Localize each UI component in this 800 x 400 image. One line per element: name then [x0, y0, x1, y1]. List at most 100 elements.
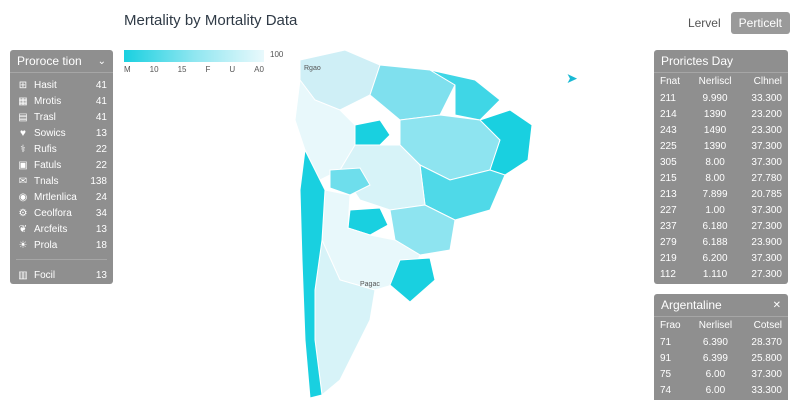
table-row[interactable]: 219 6.200 37.300 — [654, 250, 788, 266]
list-item[interactable]: ▥ Focil 13 — [16, 259, 107, 284]
legend-tick: A0 — [254, 65, 264, 74]
legend-tick: 15 — [177, 65, 187, 74]
list-item-label: Sowics — [34, 127, 66, 139]
level-link[interactable]: Lervel — [687, 16, 721, 30]
map-region-chile[interactable] — [299, 148, 326, 399]
table-cell: 243 — [660, 124, 677, 136]
list-item-value: 41 — [95, 95, 107, 107]
table-row[interactable]: 225 1390 37.300 — [654, 138, 788, 154]
list-item-value: 22 — [95, 143, 107, 155]
map-region-central[interactable] — [339, 144, 426, 211]
right-panel-1-header[interactable]: Prorictes Day — [654, 50, 788, 73]
table-row[interactable]: 91 6.399 25.800 — [654, 350, 788, 366]
table-row[interactable]: 237 6.180 27.300 — [654, 218, 788, 234]
column-header[interactable]: Nerliscl — [698, 76, 732, 87]
map-label-top: Rgao — [304, 65, 321, 72]
table-row[interactable]: 243 1490 23.300 — [654, 122, 788, 138]
right-panel-1-title: Prorictes Day — [661, 54, 734, 68]
list-item[interactable]: ⚕ Rufis 22 — [16, 141, 107, 157]
map-region-uruguay[interactable] — [389, 257, 436, 303]
list-item-value: 13 — [95, 223, 107, 235]
column-header[interactable]: Fnat — [660, 76, 681, 87]
column-header[interactable]: Cotsel — [753, 320, 782, 331]
list-item-value: 24 — [95, 191, 107, 203]
table-row[interactable]: 75 6.00 37.300 — [654, 366, 788, 382]
table-row[interactable]: 213 7.899 20.785 — [654, 186, 788, 202]
table-row[interactable]: 71 6.390 28.370 — [654, 334, 788, 350]
list-item[interactable]: ❦ Arcfeits 13 — [16, 221, 107, 237]
list-item[interactable]: ☀ Prola 18 — [16, 237, 107, 253]
chart-bar-icon: ▥ — [18, 269, 28, 281]
table-cell: 37.300 — [751, 252, 782, 264]
table-cell: 27.300 — [751, 220, 782, 232]
table-cell: 279 — [660, 236, 677, 248]
map-region-small-1[interactable] — [329, 167, 371, 196]
table-row[interactable]: 215 8.00 27.780 — [654, 170, 788, 186]
right-panel-2-header[interactable]: Argentaline ✕ — [654, 294, 788, 317]
list-item[interactable]: ⊞ Hasit 41 — [16, 77, 107, 93]
leaf-icon: ❦ — [18, 223, 28, 235]
table-row[interactable]: 214 1390 23.200 — [654, 106, 788, 122]
close-icon[interactable]: ✕ — [772, 299, 781, 311]
south-america-map: Rgao Pagac — [294, 49, 533, 399]
table-row[interactable]: 211 9.990 33.300 — [654, 90, 788, 106]
left-panel-header[interactable]: Proroce tion ⌄ — [10, 50, 113, 73]
page-title: Mertality by Mortality Data — [124, 12, 298, 29]
table-cell: 37.300 — [751, 156, 782, 168]
table-cell: 214 — [660, 108, 677, 120]
table-row[interactable]: 112 1.110 27.300 — [654, 266, 788, 282]
table-cell: 71 — [660, 336, 672, 348]
table-cell: 74 — [660, 384, 672, 396]
table-cell: 1490 — [703, 124, 727, 136]
particle-button[interactable]: Perticelt — [730, 12, 790, 34]
heart-icon: ♥ — [20, 127, 26, 139]
table-cell: 112 — [660, 268, 676, 280]
list-item[interactable]: ▤ Trasl 41 — [16, 109, 107, 125]
list-item[interactable]: ⚙ Ceolfora 34 — [16, 205, 107, 221]
list-item-value: 138 — [90, 175, 107, 187]
list-item[interactable]: ◉ Mrtlenlica 24 — [16, 189, 107, 205]
list-item-label: Hasit — [34, 79, 57, 91]
table-cell: 91 — [660, 352, 672, 364]
column-header[interactable]: Frao — [660, 320, 681, 331]
table-row[interactable]: 227 1.00 37.300 — [654, 202, 788, 218]
table-cell: 6.390 — [702, 336, 728, 348]
table-row[interactable]: 305 8.00 37.300 — [654, 154, 788, 170]
map-region-brazil-east[interactable] — [479, 109, 533, 176]
table-cell: 23.900 — [751, 236, 782, 248]
legend-gradient — [124, 50, 264, 62]
table-cell: 1.110 — [702, 268, 728, 280]
table-cell: 6.00 — [705, 384, 726, 396]
list-item-label: Fatuls — [34, 159, 62, 171]
list-item-label: Mrtlenlica — [34, 191, 77, 203]
table-cell: 25.800 — [751, 352, 782, 364]
table-cell: 1390 — [703, 140, 727, 152]
list-item-label: Prola — [34, 239, 58, 251]
legend-tick: M — [124, 65, 131, 74]
list-item-label: Focil — [34, 269, 56, 281]
color-legend: 100 M 10 15 F U A0 — [124, 50, 283, 74]
table-row[interactable]: 279 6.188 23.900 — [654, 234, 788, 250]
column-header[interactable]: Clhnel — [753, 76, 782, 87]
table-cell: 20.785 — [751, 188, 782, 200]
list-item[interactable]: ▣ Fatuls 22 — [16, 157, 107, 173]
hospital-icon: ⊞ — [18, 79, 28, 91]
table-cell: 6.180 — [702, 220, 728, 232]
list-item-label: Mrotis — [34, 95, 62, 107]
table-cell: 6.188 — [702, 236, 728, 248]
list-item-label: Tnals — [34, 175, 59, 187]
table-cell: 28.370 — [751, 336, 782, 348]
table-cell: 227 — [660, 204, 677, 216]
column-header[interactable]: Nerlisel — [698, 320, 733, 331]
table-cell: 8.00 — [705, 172, 725, 184]
table-cell: 237 — [660, 220, 677, 232]
list-item[interactable]: ✉ Tnals 138 — [16, 173, 107, 189]
list-item[interactable]: ▦ Mrotis 41 — [16, 93, 107, 109]
chevron-down-icon[interactable]: ⌄ — [97, 55, 106, 67]
left-panel-title: Proroce tion — [17, 54, 82, 68]
table-cell: 27.300 — [751, 268, 782, 280]
list-item[interactable]: ♥ Sowics 13 — [16, 125, 107, 141]
table-row[interactable]: 74 6.00 33.300 — [654, 382, 788, 398]
left-panel-list: ⊞ Hasit 41 ▦ Mrotis 41 ▤ Trasl 41 ♥ Sowics 13 ⚕ Rufis… — [10, 73, 113, 288]
list-item-label: Rufis — [34, 143, 57, 155]
